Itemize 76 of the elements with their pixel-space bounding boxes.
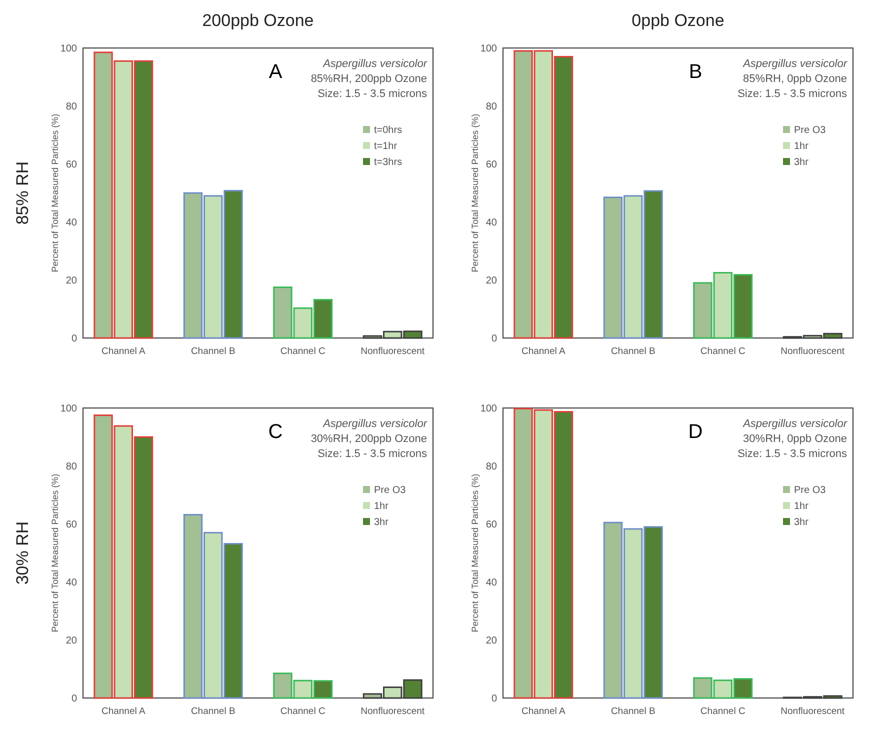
text: 30% RH [13,521,32,585]
x-tick-label: Channel C [700,706,746,717]
x-tick-label: Channel B [190,346,236,357]
y-tick-label: 100 [480,44,498,54]
y-tick-label: 60 [486,160,498,170]
legend-label: t=0hrs [374,125,402,136]
y-axis-title: Percent of Total Measured Particles (%) [50,114,60,272]
x-tick-label: Nonfluorescent [780,706,845,717]
annotation: 30%RH, 200ppb Ozone [310,433,427,445]
x-tick-label: Channel A [101,706,146,717]
y-tick-label: 80 [486,462,498,472]
annotation: Aspergillus versicolor [742,418,848,430]
y-tick-label: 0 [71,694,78,704]
y-tick-label: 80 [66,462,78,472]
y-axis-title: Percent of Total Measured Particles (%) [50,474,60,632]
x-tick-label: Nonfluorescent [360,346,425,357]
y-tick-label: 20 [486,276,498,286]
annotation: Aspergillus versicolor [742,58,848,70]
annotation: Aspergillus versicolor [322,58,428,70]
y-tick-label: 20 [486,636,498,646]
annotation: A [268,61,283,83]
x-tick-label: Nonfluorescent [780,346,845,357]
text: 85% RH [13,161,32,225]
y-tick-label: 100 [480,404,498,414]
annotation: Size: 1.5 - 3.5 microns [318,88,428,100]
x-tick-label: Channel A [101,346,146,357]
y-tick-label: 80 [486,102,498,112]
y-tick-label: 40 [486,578,498,588]
annotation: 85%RH, 0ppb Ozone [743,73,847,85]
legend-label: t=3hrs [374,157,402,168]
legend-label: 3hr [794,157,810,168]
chart-title: 0ppb Ozone [632,11,724,30]
annotation: D [688,421,703,443]
annotation: 30%RH, 0ppb Ozone [743,433,847,445]
annotation: Aspergillus versicolor [322,418,428,430]
annotation: B [688,61,702,83]
y-tick-label: 100 [60,404,78,414]
legend-label: 3hr [794,517,810,528]
x-tick-label: Channel C [700,346,746,357]
y-tick-label: 20 [66,636,78,646]
y-tick-label: 40 [486,218,498,228]
legend-label: 1hr [374,501,390,512]
x-tick-label: Channel B [610,346,656,357]
chart-title: 200ppb Ozone [202,11,314,30]
x-tick-label: Channel C [280,346,326,357]
y-tick-label: 0 [491,694,498,704]
y-tick-label: 0 [491,334,498,344]
y-tick-label: 20 [66,276,78,286]
y-tick-label: 60 [66,160,78,170]
annotation: 85%RH, 200ppb Ozone [310,73,427,85]
x-tick-label: Channel A [521,706,566,717]
y-tick-label: 0 [71,334,78,344]
y-tick-label: 40 [66,218,78,228]
x-tick-label: Channel A [521,346,566,357]
legend-label: Pre O3 [794,485,826,496]
legend-label: Pre O3 [794,125,826,136]
x-tick-label: Nonfluorescent [360,706,425,717]
annotation: Size: 1.5 - 3.5 microns [738,88,848,100]
y-tick-label: 60 [66,520,78,530]
y-tick-label: 80 [66,102,78,112]
annotation: Size: 1.5 - 3.5 microns [318,448,428,460]
legend-label: 1hr [794,501,810,512]
x-tick-label: Channel C [280,706,326,717]
legend-label: Pre O3 [374,485,406,496]
legend-label: 1hr [794,141,810,152]
y-tick-label: 40 [66,578,78,588]
y-tick-label: 60 [486,520,498,530]
x-tick-label: Channel B [610,706,656,717]
y-axis-title: Percent of Total Measured Particles (%) [470,114,480,272]
x-tick-label: Channel B [190,706,236,717]
annotation: Size: 1.5 - 3.5 microns [738,448,848,460]
legend-label: t=1hr [374,141,398,152]
annotation: C [268,421,283,443]
legend-label: 3hr [374,517,390,528]
y-tick-label: 100 [60,44,78,54]
y-axis-title: Percent of Total Measured Particles (%) [470,474,480,632]
